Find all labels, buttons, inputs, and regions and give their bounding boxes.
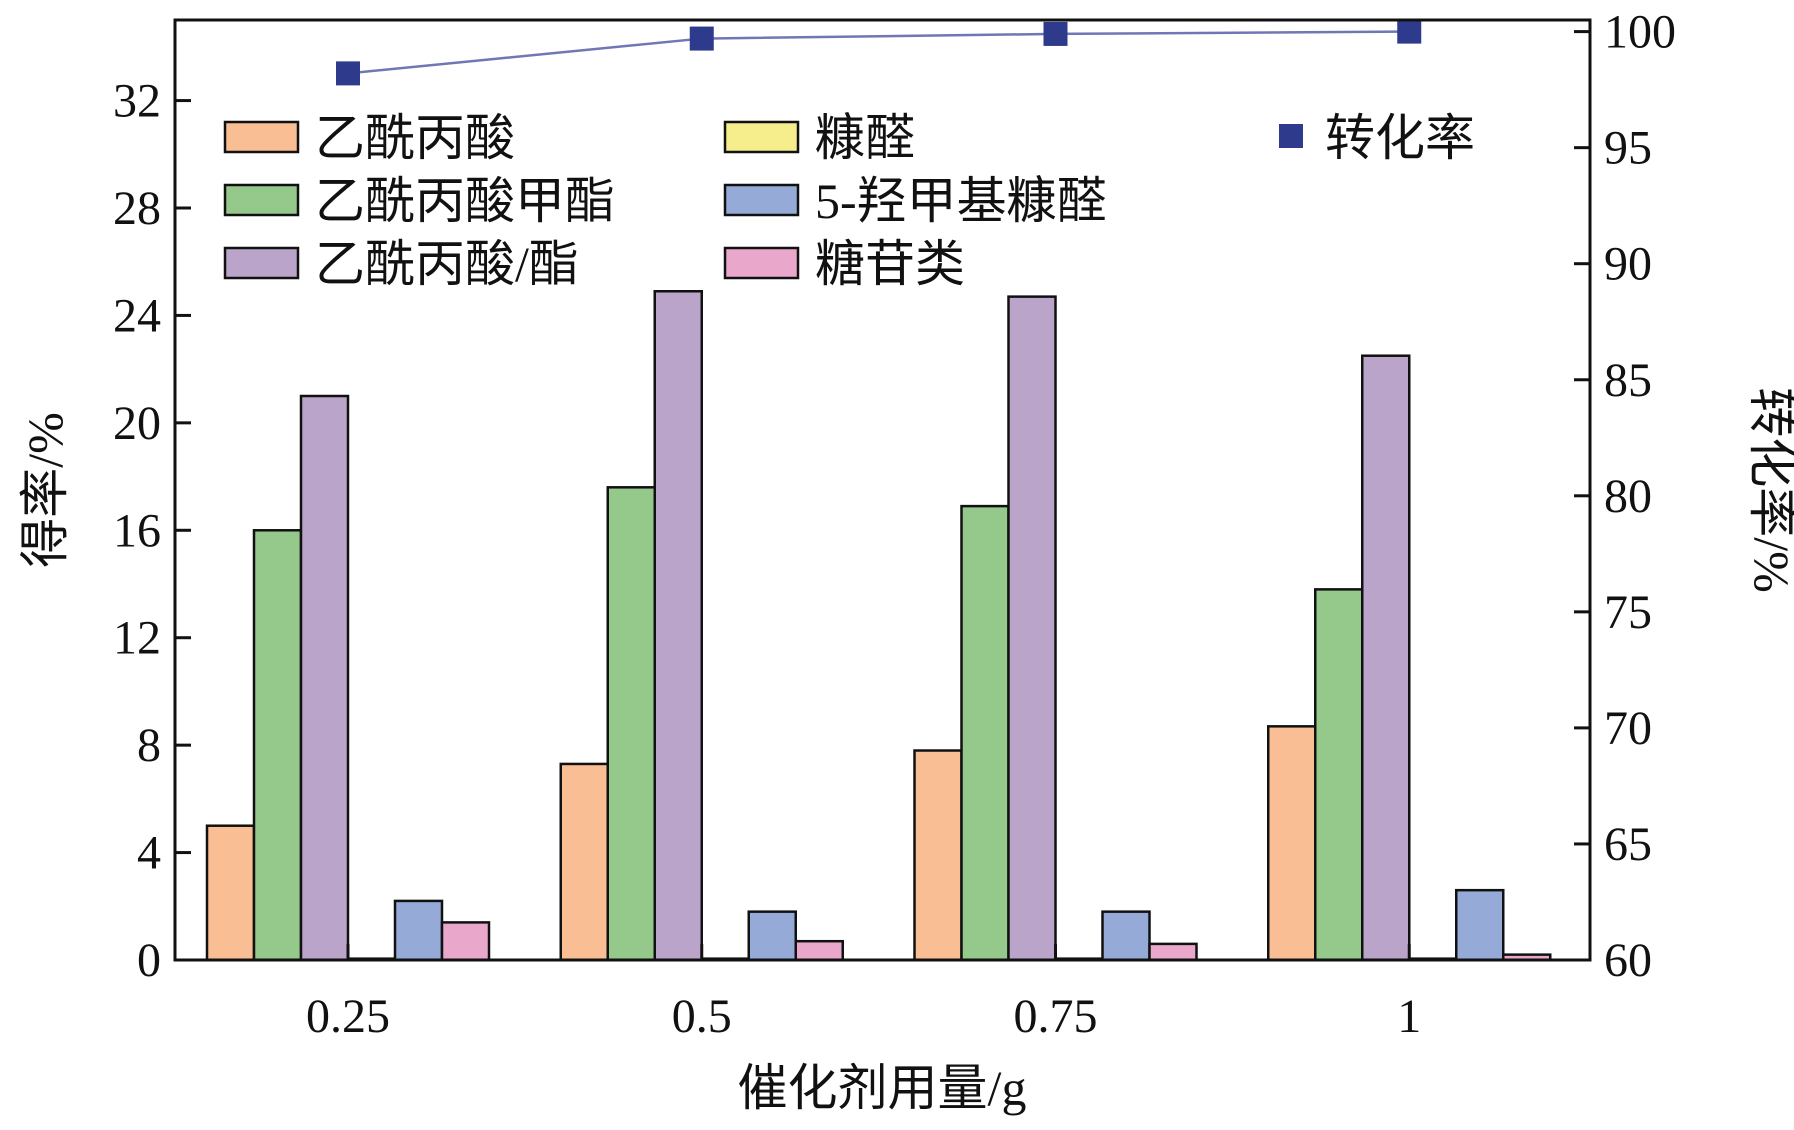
x-tick-label: 1 bbox=[1397, 990, 1421, 1043]
y-tick-label: 24 bbox=[113, 289, 161, 342]
bar bbox=[299, 394, 350, 962]
y2-tick-label: 75 bbox=[1604, 586, 1652, 639]
y2-tick-label: 95 bbox=[1604, 122, 1652, 175]
y2-tick-label: 100 bbox=[1604, 6, 1676, 59]
legend-swatch bbox=[723, 120, 800, 154]
bar bbox=[1455, 888, 1505, 962]
conversion-line-layer bbox=[336, 19, 1422, 86]
bar bbox=[794, 939, 844, 962]
y-axis-title: 得率/% bbox=[17, 412, 73, 568]
bar bbox=[1101, 910, 1151, 962]
bar bbox=[252, 529, 303, 962]
bar bbox=[1007, 295, 1057, 962]
legend-marker bbox=[1279, 124, 1303, 148]
y-tick-label: 20 bbox=[113, 397, 161, 450]
y2-tick-label: 80 bbox=[1604, 470, 1652, 523]
legend-label: 乙酰丙酸 bbox=[315, 110, 515, 166]
x-axis-title: 催化剂用量/g bbox=[738, 1060, 1027, 1116]
bar bbox=[1314, 588, 1364, 962]
bar-layer bbox=[205, 290, 1552, 962]
y2-tick-label: 85 bbox=[1604, 354, 1652, 407]
bar bbox=[205, 824, 256, 962]
y-tick-label: 12 bbox=[113, 612, 161, 665]
y2-axis-title: 转化率/% bbox=[1744, 387, 1794, 593]
legend-label: 糖苷类 bbox=[815, 236, 965, 292]
bar bbox=[440, 921, 491, 962]
x-tick-label: 0.75 bbox=[1014, 990, 1098, 1043]
bar bbox=[1361, 354, 1411, 962]
legend-label: 糠醛 bbox=[815, 110, 915, 166]
y2-tick-label: 65 bbox=[1604, 818, 1652, 871]
legend-swatch bbox=[223, 246, 300, 280]
x-tick-label: 0.25 bbox=[306, 990, 390, 1043]
bar bbox=[1267, 725, 1317, 962]
x-tick-label: 0.5 bbox=[672, 990, 732, 1043]
legend-label: 转化率 bbox=[1325, 110, 1475, 166]
y-tick-label: 32 bbox=[113, 75, 161, 128]
legend-swatch bbox=[723, 246, 800, 280]
bar bbox=[960, 504, 1010, 962]
y2-tick-label: 70 bbox=[1604, 702, 1652, 755]
data-point bbox=[1397, 19, 1422, 44]
bar bbox=[653, 290, 703, 962]
legend-swatch bbox=[223, 183, 300, 217]
y-tick-label: 8 bbox=[137, 719, 161, 772]
legend-label: 乙酰丙酸/酯 bbox=[315, 236, 579, 292]
y-tick-label: 28 bbox=[113, 182, 161, 235]
bar bbox=[606, 486, 656, 962]
legend-swatch bbox=[223, 120, 300, 154]
data-point bbox=[1043, 21, 1068, 46]
tick-layer: 0 4 8 12 16 20 24 28 32 60 65 70 75 80 85 90 95 100 0.25 0.… bbox=[113, 6, 1676, 1043]
plot-frame bbox=[173, 18, 1592, 962]
y2-tick-label: 60 bbox=[1604, 934, 1652, 987]
bar bbox=[1148, 942, 1198, 962]
y-tick-label: 0 bbox=[137, 934, 161, 987]
bar bbox=[913, 749, 963, 962]
y-tick-label: 4 bbox=[137, 827, 161, 880]
y-tick-label: 16 bbox=[113, 504, 161, 557]
legend-swatch bbox=[723, 183, 800, 217]
bar bbox=[559, 762, 609, 962]
bar bbox=[393, 899, 444, 962]
legend-label: 乙酰丙酸甲酯 bbox=[315, 173, 615, 229]
bar bbox=[747, 910, 797, 962]
legend-label: 5-羟甲基糠醛 bbox=[815, 173, 1107, 229]
data-point bbox=[689, 26, 714, 51]
data-point bbox=[336, 61, 360, 86]
series-line bbox=[347, 30, 1410, 75]
y2-tick-label: 90 bbox=[1604, 238, 1652, 291]
